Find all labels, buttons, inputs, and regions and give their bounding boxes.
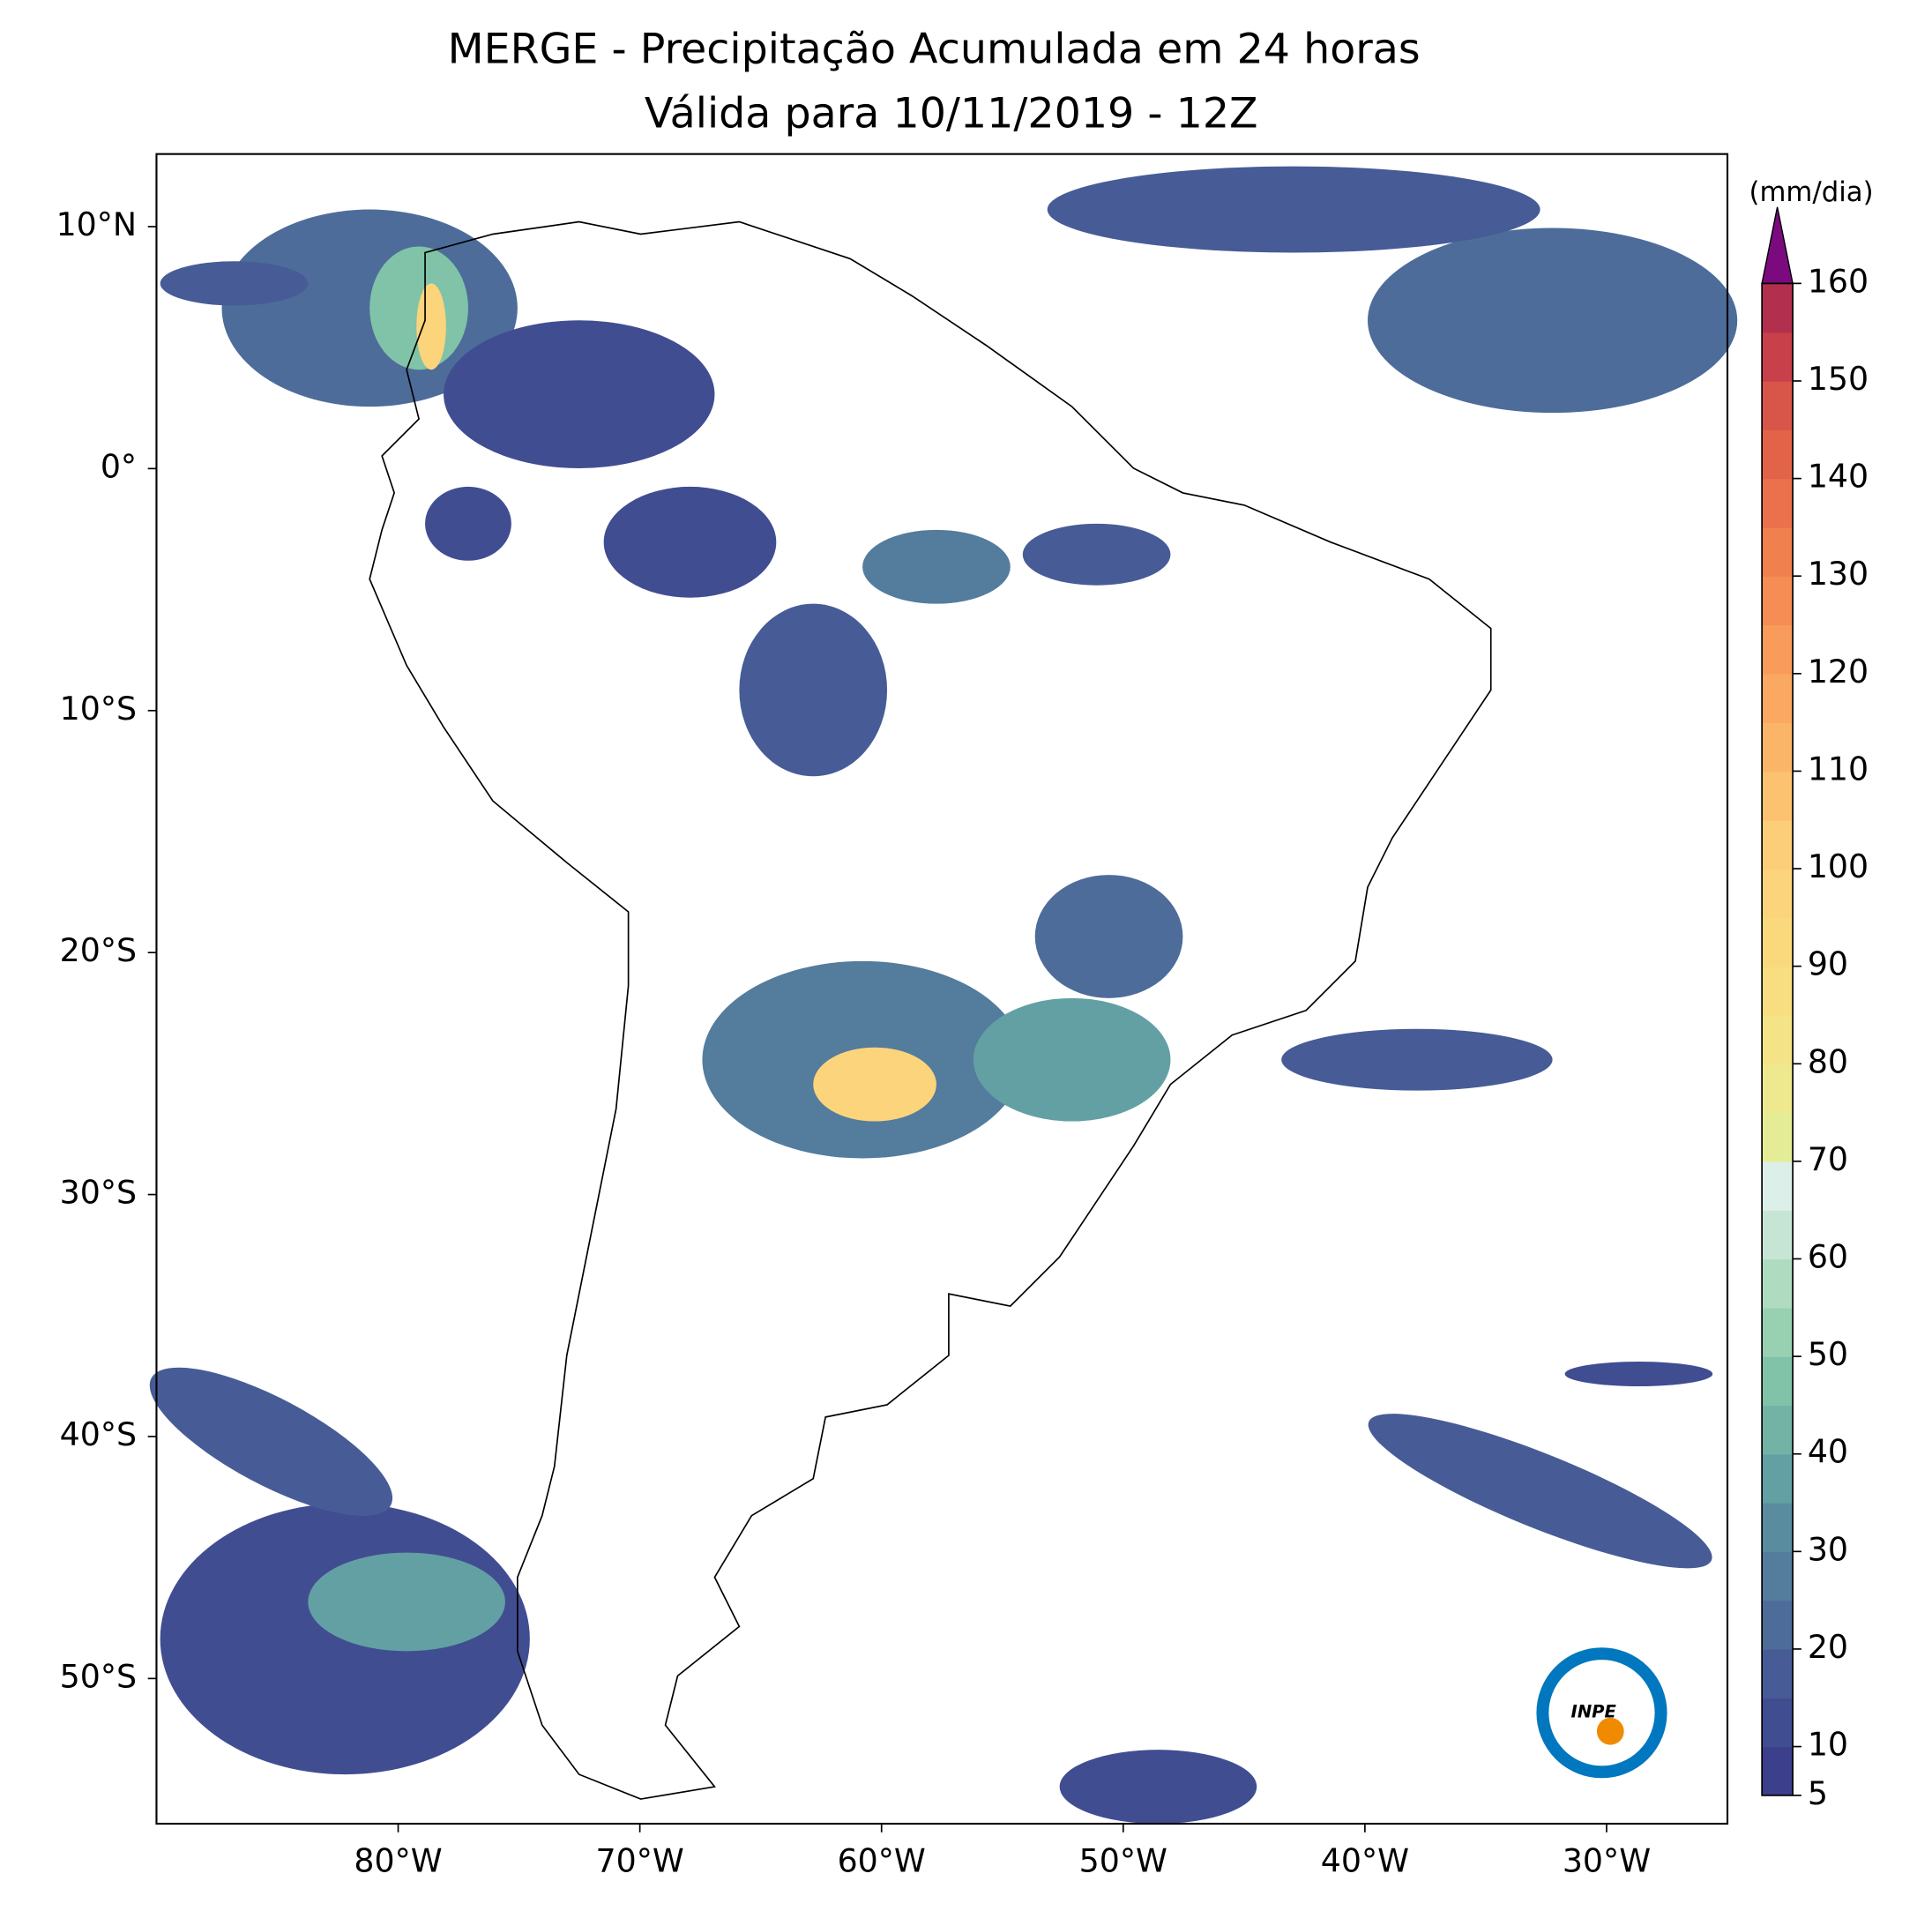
- rain-area: [1022, 523, 1171, 586]
- colorbar-tick-label: 50: [1808, 1335, 1848, 1373]
- subtitle: Válida para 10/11/2019 - 12Z: [645, 89, 1258, 138]
- colorbar-band: [1762, 1405, 1794, 1455]
- rain-area: [308, 1552, 505, 1652]
- colorbar-band: [1762, 429, 1794, 480]
- rain-area: [603, 486, 777, 598]
- colorbar-band: [1762, 1356, 1794, 1407]
- x-tick-label: 40°W: [1321, 1842, 1409, 1880]
- colorbar-tick-label: 120: [1808, 653, 1869, 690]
- inpe-logo: INPE: [1536, 1647, 1667, 1779]
- rain-area: [425, 486, 511, 561]
- colorbar-label: (mm/dia): [1749, 176, 1873, 208]
- colorbar-band: [1762, 1453, 1794, 1504]
- logo-dot: [1596, 1717, 1624, 1745]
- colorbar-band: [1762, 1503, 1794, 1553]
- colorbar-tick-label: 130: [1808, 555, 1869, 593]
- colorbar-band: [1762, 917, 1794, 967]
- colorbar-band: [1762, 1746, 1794, 1796]
- colorbar-band: [1762, 1600, 1794, 1650]
- x-tick-label: 60°W: [838, 1842, 926, 1880]
- colorbar-band: [1762, 771, 1794, 821]
- rain-area: [1281, 1028, 1553, 1091]
- y-tick-label: 10°S: [60, 690, 137, 728]
- colorbar-band: [1762, 576, 1794, 626]
- colorbar-band: [1762, 869, 1794, 919]
- colorbar-band: [1762, 819, 1794, 870]
- colorbar-extend: [1761, 206, 1794, 285]
- colorbar-band: [1762, 1161, 1794, 1211]
- rain-area: [1034, 875, 1183, 998]
- colorbar-frame: [1761, 282, 1794, 1796]
- rain-area: [149, 1367, 393, 1516]
- colorbar-tick-label: 150: [1808, 360, 1869, 398]
- rain-area: [973, 997, 1171, 1122]
- rain-area: [416, 283, 446, 370]
- rain-area: [1047, 166, 1540, 253]
- colorbar-tick-label: 140: [1808, 458, 1869, 496]
- colorbar-tick-label: 40: [1808, 1433, 1848, 1471]
- colorbar-band: [1762, 722, 1794, 773]
- rain-area: [1368, 1414, 1712, 1569]
- colorbar-band: [1762, 1698, 1794, 1748]
- colorbar-band: [1762, 478, 1794, 528]
- y-tick-label: 10°N: [56, 205, 138, 243]
- colorbar-tick-label: 80: [1808, 1042, 1848, 1080]
- colorbar-tick-label: 110: [1808, 750, 1869, 788]
- colorbar-tick-label: 10: [1808, 1726, 1848, 1764]
- colorbar-tick-label: 100: [1808, 847, 1869, 885]
- colorbar-band: [1762, 673, 1794, 723]
- x-tick-label: 70°W: [595, 1842, 683, 1880]
- logo-text: INPE: [1571, 1702, 1617, 1722]
- title: MERGE - Precipitação Acumulada em 24 hor…: [448, 26, 1421, 74]
- y-tick-label: 20°S: [60, 931, 137, 969]
- rain-area: [160, 261, 309, 306]
- rain-area: [444, 320, 715, 468]
- colorbar-tick-label: 70: [1808, 1140, 1848, 1178]
- y-tick-label: 30°S: [60, 1174, 137, 1212]
- rain-area: [739, 603, 888, 777]
- rain-area: [862, 529, 1011, 604]
- precipitation-field: [149, 166, 1738, 1825]
- colorbar-band: [1762, 1210, 1794, 1260]
- y-tick-label: 40°S: [60, 1415, 137, 1453]
- colorbar-tick-label: 90: [1808, 945, 1848, 983]
- rain-area: [1059, 1750, 1257, 1825]
- plot-root: MERGE - Precipitação Acumulada em 24 hor…: [56, 26, 1874, 1880]
- colorbar-band: [1762, 1064, 1794, 1114]
- colorbar-band: [1762, 1307, 1794, 1357]
- colorbar-band: [1762, 1258, 1794, 1309]
- colorbar-band: [1762, 1551, 1794, 1601]
- rain-area: [1368, 228, 1738, 414]
- x-tick-label: 80°W: [354, 1842, 442, 1880]
- y-tick-label: 0°: [101, 447, 137, 485]
- colorbar-band: [1762, 526, 1794, 577]
- rain-area: [813, 1047, 936, 1122]
- colorbar-tick-label: 30: [1808, 1530, 1848, 1568]
- colorbar-band: [1762, 283, 1794, 333]
- colorbar-tick-label: 160: [1808, 262, 1869, 300]
- colorbar-tick-label: 5: [1808, 1774, 1828, 1812]
- logo-ring: [1536, 1647, 1667, 1779]
- x-tick-label: 30°W: [1563, 1842, 1651, 1880]
- colorbar-band: [1762, 380, 1794, 430]
- y-tick-label: 50°S: [60, 1657, 137, 1695]
- colorbar-tick-label: 20: [1808, 1628, 1848, 1666]
- colorbar-band: [1762, 1112, 1794, 1162]
- colorbar-band: [1762, 624, 1794, 675]
- map-frame: [155, 153, 1729, 1825]
- colorbar-band: [1762, 966, 1794, 1016]
- colorbar-band: [1762, 332, 1794, 382]
- colorbar-band: [1762, 1648, 1794, 1698]
- x-tick-label: 50°W: [1079, 1842, 1167, 1880]
- rain-area: [1564, 1362, 1713, 1386]
- coastline: [369, 220, 1492, 1800]
- colorbar-band: [1762, 1014, 1794, 1064]
- colorbar-tick-label: 60: [1808, 1237, 1848, 1275]
